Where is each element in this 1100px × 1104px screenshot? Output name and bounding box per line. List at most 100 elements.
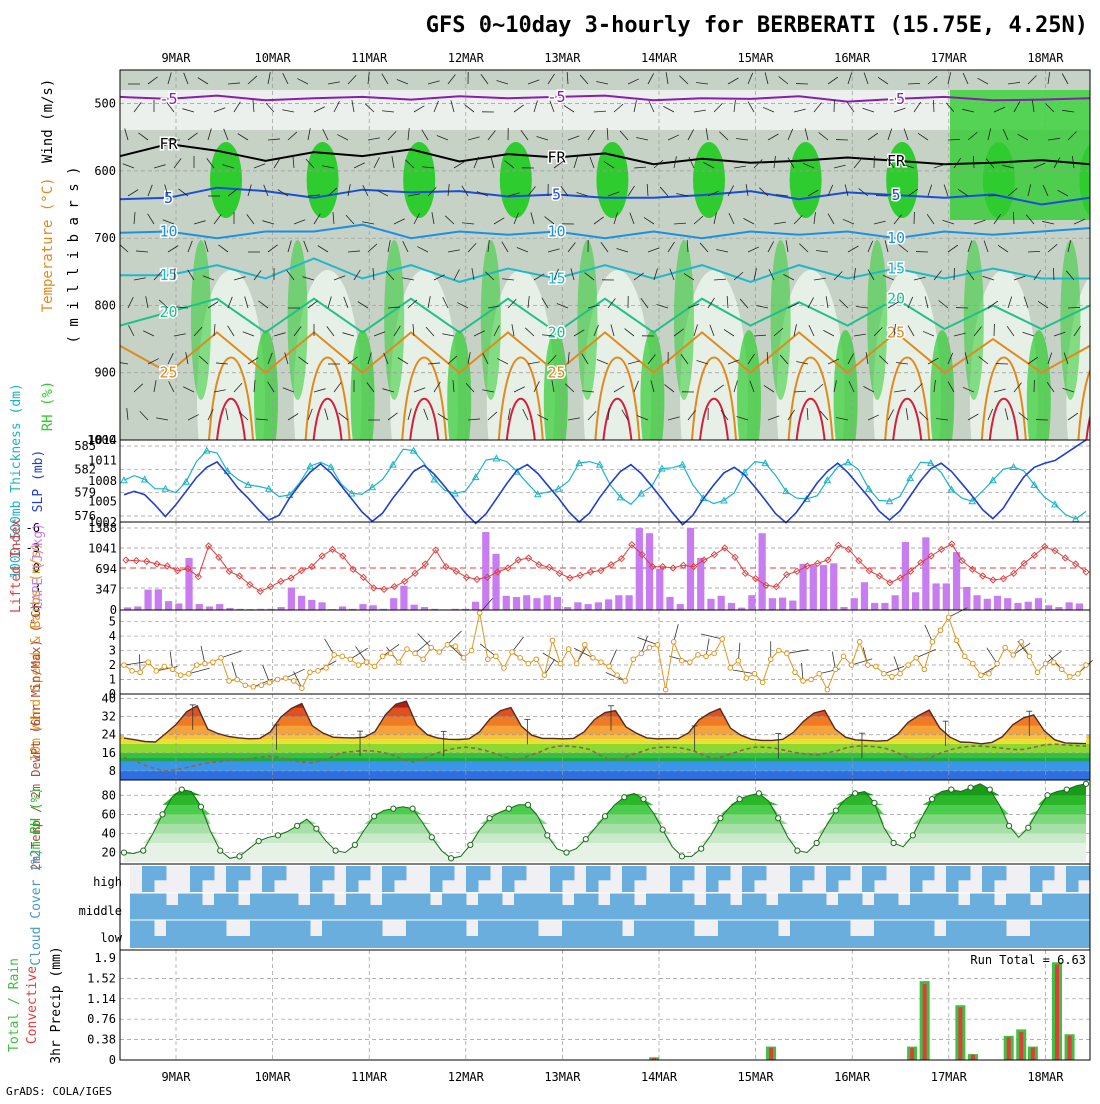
slp-tick-label: 1011: [88, 454, 117, 468]
cape-bar: [1025, 602, 1032, 610]
precip-frame: [120, 950, 1090, 1060]
cape-bar: [1014, 603, 1021, 610]
cloud-low-block: [322, 920, 335, 948]
wind-speed-point: [534, 657, 539, 662]
cloud-middle-block: [1078, 893, 1091, 920]
wind-speed-point: [712, 651, 717, 656]
cloud-ylabel: Cloud Cover (%): [29, 848, 44, 965]
surface-wind-barb: [325, 639, 335, 655]
cape-bar: [922, 537, 929, 610]
cloud-middle-block: [634, 905, 647, 920]
cloud-high-block: [514, 866, 527, 880]
cape-bar: [503, 596, 510, 610]
wind-speed-point: [906, 663, 911, 668]
cloud-middle-block: [238, 905, 251, 920]
rh-point: [352, 842, 357, 847]
cloud-high-block: [958, 866, 971, 880]
cloud-middle-block: [598, 905, 611, 920]
wind-speed-point: [324, 666, 329, 671]
rh-point: [564, 850, 569, 855]
pressure-tick-label: 900: [94, 366, 116, 380]
cape-bar: [144, 590, 151, 610]
cloud-low-block: [802, 920, 815, 948]
rh-point: [1064, 787, 1069, 792]
rh-point: [929, 796, 934, 801]
cloud-low-block: [1030, 920, 1043, 948]
cloud-low-block: [442, 920, 455, 948]
cape-bar: [769, 598, 776, 610]
rh-green-column: [384, 240, 404, 400]
wind-speed-point: [615, 673, 620, 678]
slp-label: SLP (mb): [31, 450, 46, 513]
slp-tick-label: 1005: [88, 495, 117, 509]
cloud-high-block: [190, 866, 203, 892]
cape-bar: [359, 604, 366, 610]
cloud-low-block: [598, 920, 611, 948]
cloud-middle-block: [262, 893, 275, 920]
rh-point: [525, 802, 530, 807]
surface-wind-barb: [286, 669, 305, 678]
cloud-low-block: [634, 920, 647, 948]
cape-bar: [892, 595, 899, 610]
cape-bar: [411, 605, 418, 610]
surface-wind-barb: [512, 637, 524, 652]
date-label-bottom: 13MAR: [544, 1070, 581, 1084]
rh-point: [1045, 793, 1050, 798]
contour-label: 15: [547, 270, 565, 288]
wind-speed-point: [243, 683, 248, 688]
precip-tick-label: 0: [109, 1053, 116, 1067]
precip-tick-label: 1.9: [94, 951, 116, 965]
cape-bar: [861, 582, 868, 610]
date-label-top: 12MAR: [448, 51, 485, 65]
wind-speed-point: [809, 677, 814, 682]
wind-speed-point: [979, 673, 984, 678]
rh-green-lower: [640, 330, 664, 470]
date-label-top: 11MAR: [351, 51, 388, 65]
wind-speed-point: [825, 687, 830, 692]
cloud-low-block: [334, 920, 347, 948]
cape-bar: [932, 583, 939, 610]
cloud-middle-block: [502, 905, 515, 920]
cape-bar: [482, 532, 489, 610]
cloud-low-block: [1078, 920, 1091, 948]
wind-speed-point: [922, 667, 927, 672]
cape-bar: [666, 597, 673, 610]
cloud-middle-block: [802, 893, 815, 920]
wind-speed-point: [348, 657, 353, 662]
cape-bar: [196, 604, 203, 610]
cape-bar: [605, 599, 612, 610]
wind-speed-point: [485, 657, 490, 662]
cloud-middle-block: [886, 893, 899, 920]
cloud-low-block: [886, 920, 899, 948]
wind-speed-point: [178, 673, 183, 678]
wind-tick-label: 1: [109, 673, 116, 687]
cloud-middle-block: [574, 893, 587, 920]
cape-bar: [615, 595, 622, 610]
rh-point: [872, 800, 877, 805]
cloud-low-block: [202, 920, 215, 948]
rh-green-lower: [447, 330, 471, 470]
cloud-low-block: [982, 920, 995, 948]
temperature-band: [120, 739, 1090, 744]
wind-speed-point: [898, 671, 903, 676]
precip-convective-bar: [769, 1048, 773, 1060]
cape-bar: [881, 603, 888, 610]
wind-speed-point: [259, 683, 264, 688]
contour-label: 15: [887, 259, 905, 277]
cape-bar: [748, 595, 755, 610]
rh-green-lower: [737, 330, 761, 470]
cloud-middle-block: [970, 893, 983, 920]
wind-speed-point: [283, 676, 288, 681]
wind-speed-grid: [120, 610, 1090, 694]
wind-speed-point: [817, 671, 822, 676]
date-label-top: 10MAR: [255, 51, 292, 65]
rh-point: [622, 795, 627, 800]
cloud-middle-block: [442, 893, 455, 920]
temperature-tick-label: 16: [102, 746, 116, 760]
wind-speed-point: [582, 642, 587, 647]
cloud-high-block: [598, 866, 611, 880]
cloud-low-block: [706, 936, 719, 948]
cape-bar: [155, 589, 162, 610]
